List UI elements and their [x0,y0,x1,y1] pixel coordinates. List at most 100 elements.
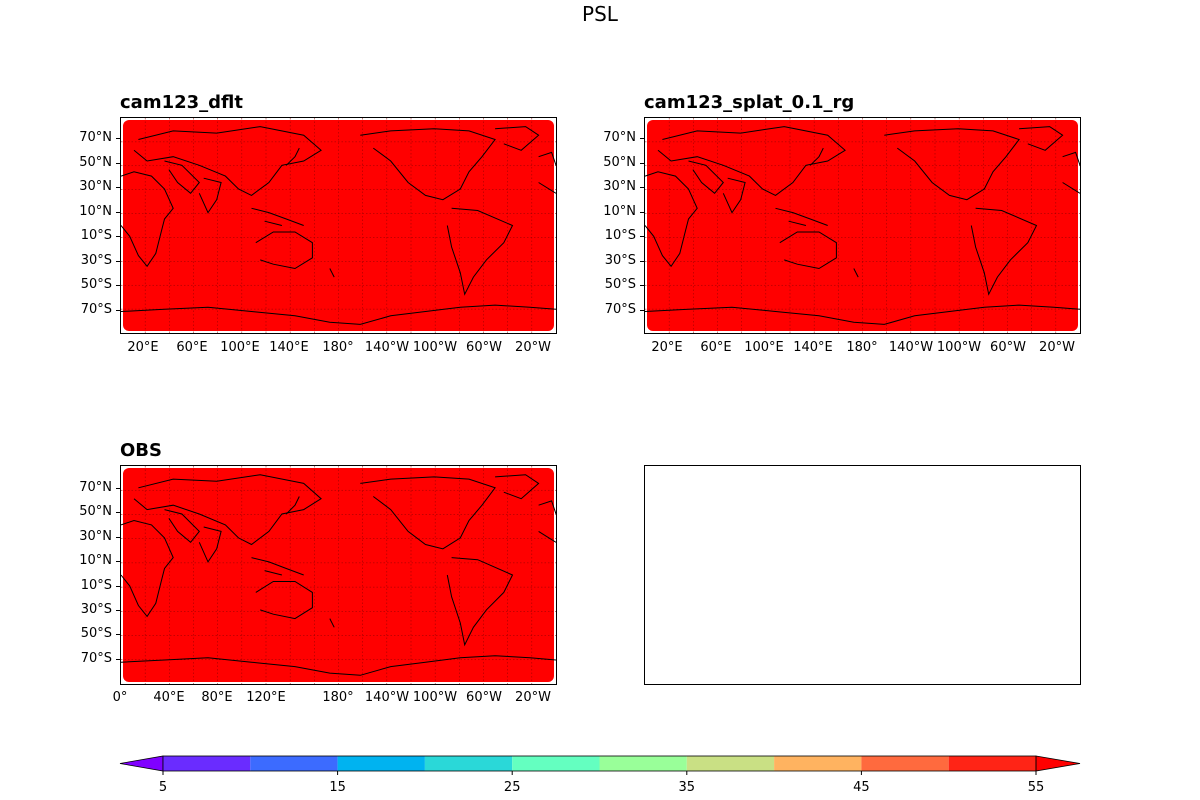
lat-tick-mark [640,261,644,262]
coastline [495,474,540,500]
coastline [538,500,556,515]
coastline [121,304,556,325]
lon-tick-label: 180° [322,690,354,705]
empty-panel [644,465,1081,685]
lat-tick-label: 70°S [80,302,112,317]
coastline [1019,126,1064,151]
lon-tick-label: 20°E [127,340,159,355]
coastline [657,126,846,196]
lon-tick-label: 100°W [412,340,458,355]
colorbar-segment [599,756,687,771]
lat-tick-mark [116,488,120,489]
lat-tick-label: 50°S [80,626,112,641]
lat-tick-label: 70°N [79,480,112,495]
lat-tick-label: 10°S [80,578,112,593]
coastline [853,268,859,278]
map-panel-obs [120,465,557,685]
coastline [495,126,540,151]
lat-tick-mark [640,236,644,237]
lon-tick-label: 20°W [515,340,551,355]
lon-tick-label: 20°W [515,690,551,705]
lon-tick-label: 80°E [201,690,233,705]
lon-tick-label: 140°E [793,340,833,355]
lat-tick-mark [116,187,120,188]
lat-tick-label: 50°N [79,155,112,170]
lat-tick-label: 50°N [79,504,112,519]
lon-tick-label: 140°W [364,340,410,355]
colorbar-tick-label: 35 [679,780,696,795]
map-canvas [121,118,556,333]
coastline [164,160,200,195]
coastline [121,655,556,676]
psl-field [123,120,554,331]
colorbar-segment [948,756,1036,771]
colorbar: 5 15 25 35 45 55 [119,755,1081,795]
lon-tick-label: 140°W [364,690,410,705]
coastline [121,519,174,618]
coastline [688,160,724,195]
lat-tick-label: 50°S [604,277,636,292]
coastline [285,147,300,166]
coastline [446,557,514,647]
lon-tick-label: 100°E [220,340,260,355]
colorbar-extend-over [1035,755,1081,772]
lat-tick-mark [116,236,120,237]
colorbar-segment [774,756,862,771]
lat-tick-label: 30°S [80,253,112,268]
lat-tick-label: 70°S [604,302,636,317]
lon-tick-label: 20°E [651,340,683,355]
panel-title-cam123-dflt: cam123_dflt [120,92,243,113]
lat-tick-mark [116,610,120,611]
lon-tick-label: 60°W [990,340,1026,355]
lat-tick-mark [116,285,120,286]
lat-tick-label: 70°S [80,651,112,666]
coastline [255,231,313,270]
colorbar-segment [337,756,425,771]
coastline [264,570,283,576]
coastline [446,207,514,296]
colorbar-segment [512,756,600,771]
coastline [133,126,322,196]
colorbar-tick-label: 5 [159,780,167,795]
lat-tick-mark [116,310,120,311]
coastline [133,474,322,546]
psl-field [647,120,1078,331]
lat-tick-mark [116,163,120,164]
lat-tick-label: 10°N [603,204,636,219]
coastline [722,177,746,214]
lon-tick-label: 120°E [246,690,286,705]
lon-tick-label: 100°W [936,340,982,355]
coastline [788,220,807,226]
lat-tick-mark [116,634,120,635]
lat-tick-mark [640,187,644,188]
lon-tick-label: 60°E [700,340,732,355]
lat-tick-mark [116,138,120,139]
map-panel-cam123-splat [644,117,1081,334]
lat-tick-label: 30°N [79,529,112,544]
map-canvas [645,118,1080,333]
lon-tick-label: 40°E [153,690,185,705]
lon-tick-label: 140°E [269,340,309,355]
coastline [538,182,556,194]
coastline [264,220,283,226]
coastline [1062,151,1080,166]
colorbar-outline [162,755,1037,772]
lon-tick-label: 180° [846,340,878,355]
lat-tick-mark [640,212,644,213]
map-canvas [121,466,556,684]
panel-title-obs: OBS [120,440,162,461]
coastline [251,207,304,226]
lat-tick-label: 30°N [79,179,112,194]
coastline [884,128,1020,201]
lon-tick-label: 180° [322,340,354,355]
lat-tick-mark [116,261,120,262]
coastline [538,151,556,166]
lat-tick-mark [640,138,644,139]
coastline [970,207,1038,296]
lon-tick-label: 20°W [1039,340,1075,355]
coastline [255,581,313,620]
coastline [251,557,304,576]
lon-tick-label: 100°W [412,690,458,705]
lat-tick-label: 70°N [79,130,112,145]
lat-tick-label: 70°N [603,130,636,145]
